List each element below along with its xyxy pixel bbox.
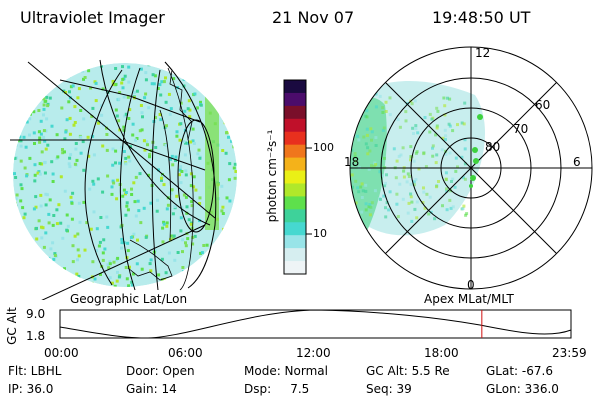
mlt-label-6: 6 [573, 155, 581, 169]
status-gain: Gain: 14 [126, 382, 177, 396]
timeline-axis-title: GC Alt [5, 307, 19, 345]
geo-grid [10, 59, 217, 300]
timeline-xtick-1800: 18:00 [424, 346, 459, 360]
timeline-xtick-0000: 00:00 [44, 346, 79, 360]
colorbar-gradient [284, 80, 306, 275]
colorbar: photon cm⁻²s⁻¹ [265, 79, 312, 275]
polar-panel: 12 18 6 0 60 70 80 [344, 46, 593, 292]
mlat-label-70: 70 [513, 122, 528, 136]
mlt-label-12: 12 [475, 46, 490, 60]
polar-panel-label: Apex MLat/MLT [424, 292, 514, 306]
colorbar-tick-label-10: 10 [313, 227, 327, 240]
timeline-xtick-1200: 12:00 [296, 346, 331, 360]
status-gc-alt: GC Alt: 5.5 Re [366, 364, 450, 378]
colorbar-frame [283, 79, 307, 275]
date-display: 21 Nov 07 [272, 8, 355, 27]
timeline-xtick-0600: 06:00 [168, 346, 203, 360]
status-mode: Mode: Normal [244, 364, 328, 378]
mlat-label-80: 80 [485, 140, 500, 154]
status-seq: Seq: 39 [366, 382, 412, 396]
timeline-xtick-2359: 23:59 [552, 346, 587, 360]
timeline-ytick-bottom: 1.8 [26, 329, 45, 343]
app-title: Ultraviolet Imager [20, 8, 165, 27]
mlat-label-60: 60 [535, 98, 550, 112]
status-ip: IP: 36.0 [8, 382, 54, 396]
status-glon: GLon: 336.0 [486, 382, 559, 396]
timeline-frame [59, 309, 572, 339]
timeline-ytick-top: 9.0 [26, 307, 45, 321]
status-door: Door: Open [126, 364, 195, 378]
status-flt: Flt: LBHL [8, 364, 62, 378]
polar-bright-spots [469, 114, 483, 188]
mlt-label-18: 18 [344, 155, 359, 169]
colorbar-tick-label-100: 100 [313, 141, 334, 154]
altitude-curve [59, 309, 572, 339]
geographic-image-panel [10, 59, 237, 300]
status-dsp: Dsp: 7.5 [244, 382, 310, 396]
time-display: 19:48:50 UT [432, 8, 531, 27]
status-glat: GLat: -67.6 [486, 364, 553, 378]
auroral-arc [205, 80, 219, 230]
mlt-label-0: 0 [467, 278, 475, 292]
geo-panel-label: Geographic Lat/Lon [70, 292, 188, 306]
colorbar-unit-label: photon cm⁻²s⁻¹ [265, 129, 279, 222]
polar-grid [349, 46, 593, 290]
altitude-timeline: GC Alt 9.0 1.8 [5, 307, 572, 345]
